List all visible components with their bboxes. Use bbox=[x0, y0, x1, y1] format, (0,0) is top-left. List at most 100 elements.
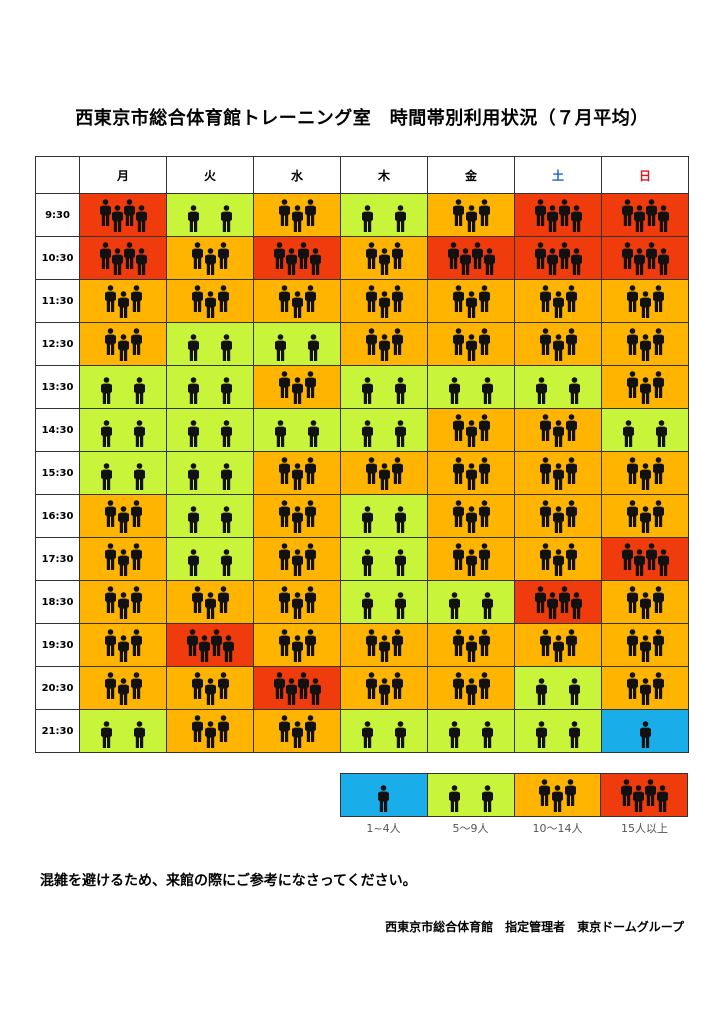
person-icon bbox=[291, 721, 303, 748]
person-icon bbox=[221, 506, 232, 533]
usage-cell bbox=[340, 537, 428, 581]
person-icon bbox=[285, 248, 297, 275]
person-icon bbox=[452, 414, 464, 441]
person-icon bbox=[452, 285, 464, 312]
person-icon bbox=[130, 328, 142, 355]
person-icon bbox=[378, 334, 390, 361]
person-icon bbox=[123, 199, 135, 226]
person-icon bbox=[539, 414, 551, 441]
usage-cell bbox=[514, 451, 602, 495]
person-icon bbox=[395, 592, 406, 619]
person-icon bbox=[101, 721, 112, 748]
usage-cell bbox=[79, 580, 167, 624]
usage-cell bbox=[514, 537, 602, 581]
person-icon bbox=[639, 334, 651, 361]
person-icon bbox=[304, 457, 316, 484]
person-icon bbox=[188, 334, 199, 361]
people-group bbox=[515, 237, 601, 279]
person-icon bbox=[188, 377, 199, 404]
person-icon bbox=[217, 715, 229, 742]
usage-cell bbox=[79, 623, 167, 667]
usage-cell bbox=[514, 193, 602, 237]
people-group bbox=[515, 667, 601, 709]
people-group bbox=[80, 667, 166, 709]
people-group bbox=[80, 581, 166, 623]
usage-cell bbox=[601, 580, 689, 624]
person-icon bbox=[569, 377, 580, 404]
person-icon bbox=[564, 779, 576, 806]
person-icon bbox=[204, 248, 216, 275]
time-label: 17:30 bbox=[35, 537, 80, 581]
person-icon bbox=[552, 635, 564, 662]
person-icon bbox=[99, 242, 111, 269]
usage-cell bbox=[601, 236, 689, 280]
usage-cell bbox=[340, 451, 428, 495]
person-icon bbox=[391, 285, 403, 312]
person-icon bbox=[632, 785, 644, 812]
person-icon bbox=[639, 592, 651, 619]
person-icon bbox=[362, 420, 373, 447]
usage-cell bbox=[253, 236, 341, 280]
people-group bbox=[428, 581, 514, 623]
person-icon bbox=[362, 506, 373, 533]
table-row: 10:30 bbox=[35, 236, 689, 280]
person-icon bbox=[644, 779, 656, 806]
day-header: 月 bbox=[79, 156, 167, 194]
person-icon bbox=[471, 242, 483, 269]
person-icon bbox=[135, 248, 147, 275]
person-icon bbox=[565, 500, 577, 527]
usage-cell bbox=[166, 580, 254, 624]
people-group bbox=[515, 323, 601, 365]
person-icon bbox=[130, 672, 142, 699]
person-icon bbox=[362, 549, 373, 576]
usage-cell bbox=[601, 279, 689, 323]
person-icon bbox=[221, 205, 232, 232]
person-icon bbox=[395, 721, 406, 748]
usage-cell bbox=[601, 494, 689, 538]
people-group bbox=[602, 710, 688, 752]
person-icon bbox=[117, 506, 129, 533]
person-icon bbox=[104, 543, 116, 570]
legend-labels: 1~4人 5〜9人 10〜14人 15人以上 bbox=[340, 820, 688, 836]
person-icon bbox=[378, 463, 390, 490]
people-group bbox=[80, 409, 166, 451]
person-icon bbox=[639, 463, 651, 490]
person-icon bbox=[104, 285, 116, 312]
usage-cell bbox=[253, 408, 341, 452]
people-group bbox=[254, 280, 340, 322]
person-icon bbox=[626, 629, 638, 656]
day-header: 木 bbox=[340, 156, 428, 194]
usage-cell bbox=[427, 580, 515, 624]
people-group bbox=[515, 581, 601, 623]
people-group bbox=[167, 710, 253, 752]
table-row: 19:30 bbox=[35, 623, 689, 667]
person-icon bbox=[570, 248, 582, 275]
person-icon bbox=[278, 586, 290, 613]
usage-cell bbox=[79, 322, 167, 366]
person-icon bbox=[365, 457, 377, 484]
person-icon bbox=[552, 463, 564, 490]
person-icon bbox=[111, 205, 123, 232]
person-icon bbox=[652, 586, 664, 613]
usage-cell bbox=[601, 322, 689, 366]
person-icon bbox=[552, 334, 564, 361]
time-label: 12:30 bbox=[35, 322, 80, 366]
usage-cell bbox=[166, 408, 254, 452]
people-group bbox=[80, 710, 166, 752]
table-row: 9:30 bbox=[35, 193, 689, 237]
person-icon bbox=[362, 721, 373, 748]
person-icon bbox=[657, 549, 669, 576]
people-group bbox=[428, 624, 514, 666]
person-icon bbox=[652, 629, 664, 656]
people-group bbox=[167, 323, 253, 365]
person-icon bbox=[552, 420, 564, 447]
people-group bbox=[341, 237, 427, 279]
usage-cell bbox=[427, 709, 515, 753]
person-icon bbox=[134, 377, 145, 404]
person-icon bbox=[452, 457, 464, 484]
person-icon bbox=[652, 672, 664, 699]
people-group bbox=[167, 538, 253, 580]
usage-cell bbox=[427, 236, 515, 280]
person-icon bbox=[570, 592, 582, 619]
legend-label: 10〜14人 bbox=[532, 822, 583, 835]
